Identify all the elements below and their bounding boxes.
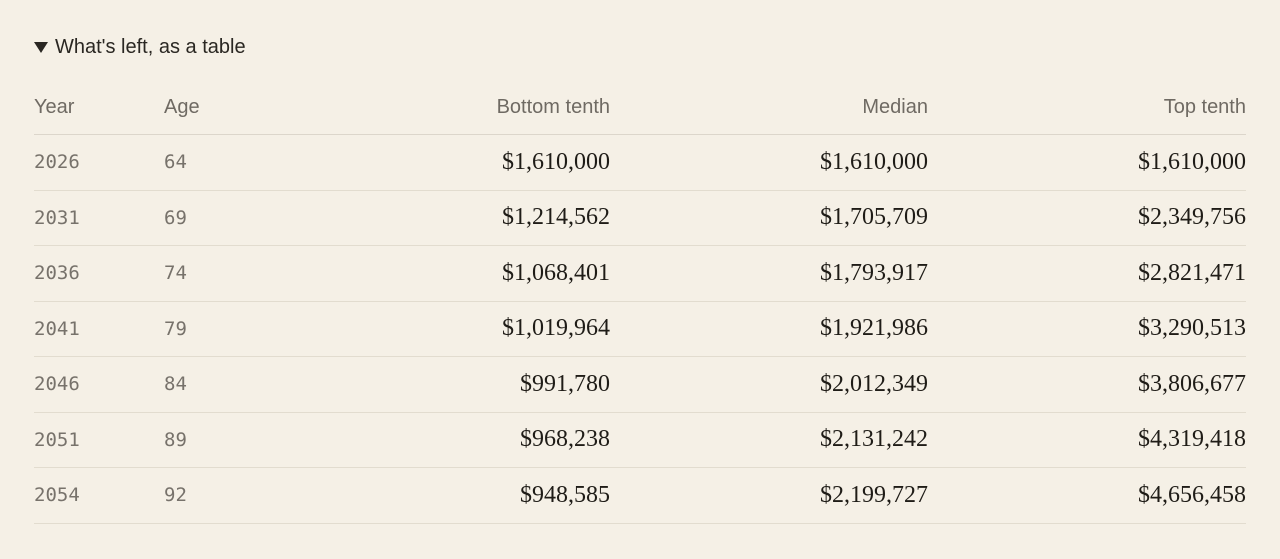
cell-year: 2041 xyxy=(34,301,164,357)
cell-year: 2051 xyxy=(34,412,164,468)
cell-bottom-tenth: $1,214,562 xyxy=(294,190,610,246)
table-row: 2031 69 $1,214,562 $1,705,709 $2,349,756 xyxy=(34,190,1246,246)
cell-top-tenth: $4,656,458 xyxy=(928,467,1246,524)
cell-median: $1,610,000 xyxy=(610,134,928,191)
table-row: 2054 92 $948,585 $2,199,727 $4,656,458 xyxy=(34,467,1246,524)
cell-year: 2031 xyxy=(34,190,164,246)
cell-age: 64 xyxy=(164,134,294,191)
cell-top-tenth: $3,290,513 xyxy=(928,301,1246,357)
cell-age: 69 xyxy=(164,190,294,246)
cell-bottom-tenth: $1,019,964 xyxy=(294,301,610,357)
cell-median: $2,012,349 xyxy=(610,356,928,413)
table-row: 2036 74 $1,068,401 $1,793,917 $2,821,471 xyxy=(34,245,1246,302)
header-top-tenth: Top tenth xyxy=(928,80,1246,135)
header-year: Year xyxy=(34,80,164,135)
cell-median: $1,793,917 xyxy=(610,245,928,302)
balance-table: Year Age Bottom tenth Median Top tenth 2… xyxy=(34,80,1246,524)
cell-year: 2036 xyxy=(34,245,164,302)
details-summary-label: What's left, as a table xyxy=(55,35,246,58)
cell-median: $1,705,709 xyxy=(610,190,928,246)
table-details: What's left, as a table Year Age Bottom … xyxy=(34,33,1246,524)
cell-age: 89 xyxy=(164,412,294,468)
cell-bottom-tenth: $991,780 xyxy=(294,356,610,413)
cell-top-tenth: $3,806,677 xyxy=(928,356,1246,413)
cell-median: $1,921,986 xyxy=(610,301,928,357)
cell-year: 2046 xyxy=(34,356,164,413)
cell-year: 2054 xyxy=(34,467,164,524)
cell-median: $2,131,242 xyxy=(610,412,928,468)
table-row: 2046 84 $991,780 $2,012,349 $3,806,677 xyxy=(34,356,1246,413)
cell-age: 74 xyxy=(164,245,294,302)
table-row: 2041 79 $1,019,964 $1,921,986 $3,290,513 xyxy=(34,301,1246,357)
cell-bottom-tenth: $968,238 xyxy=(294,412,610,468)
details-summary[interactable]: What's left, as a table xyxy=(34,33,1246,61)
cell-bottom-tenth: $1,610,000 xyxy=(294,134,610,191)
cell-age: 92 xyxy=(164,467,294,524)
cell-age: 79 xyxy=(164,301,294,357)
cell-median: $2,199,727 xyxy=(610,467,928,524)
cell-year: 2026 xyxy=(34,134,164,191)
cell-bottom-tenth: $948,585 xyxy=(294,467,610,524)
header-bottom-tenth: Bottom tenth xyxy=(294,80,610,135)
header-median: Median xyxy=(610,80,928,135)
cell-top-tenth: $4,319,418 xyxy=(928,412,1246,468)
table-row: 2051 89 $968,238 $2,131,242 $4,319,418 xyxy=(34,412,1246,468)
cell-top-tenth: $2,349,756 xyxy=(928,190,1246,246)
table-row: 2026 64 $1,610,000 $1,610,000 $1,610,000 xyxy=(34,134,1246,191)
disclosure-triangle-icon xyxy=(34,42,48,53)
cell-bottom-tenth: $1,068,401 xyxy=(294,245,610,302)
cell-top-tenth: $2,821,471 xyxy=(928,245,1246,302)
table-header-row: Year Age Bottom tenth Median Top tenth xyxy=(34,80,1246,135)
cell-top-tenth: $1,610,000 xyxy=(928,134,1246,191)
header-age: Age xyxy=(164,80,294,135)
clipped-previous-content xyxy=(34,0,1246,5)
cell-age: 84 xyxy=(164,356,294,413)
